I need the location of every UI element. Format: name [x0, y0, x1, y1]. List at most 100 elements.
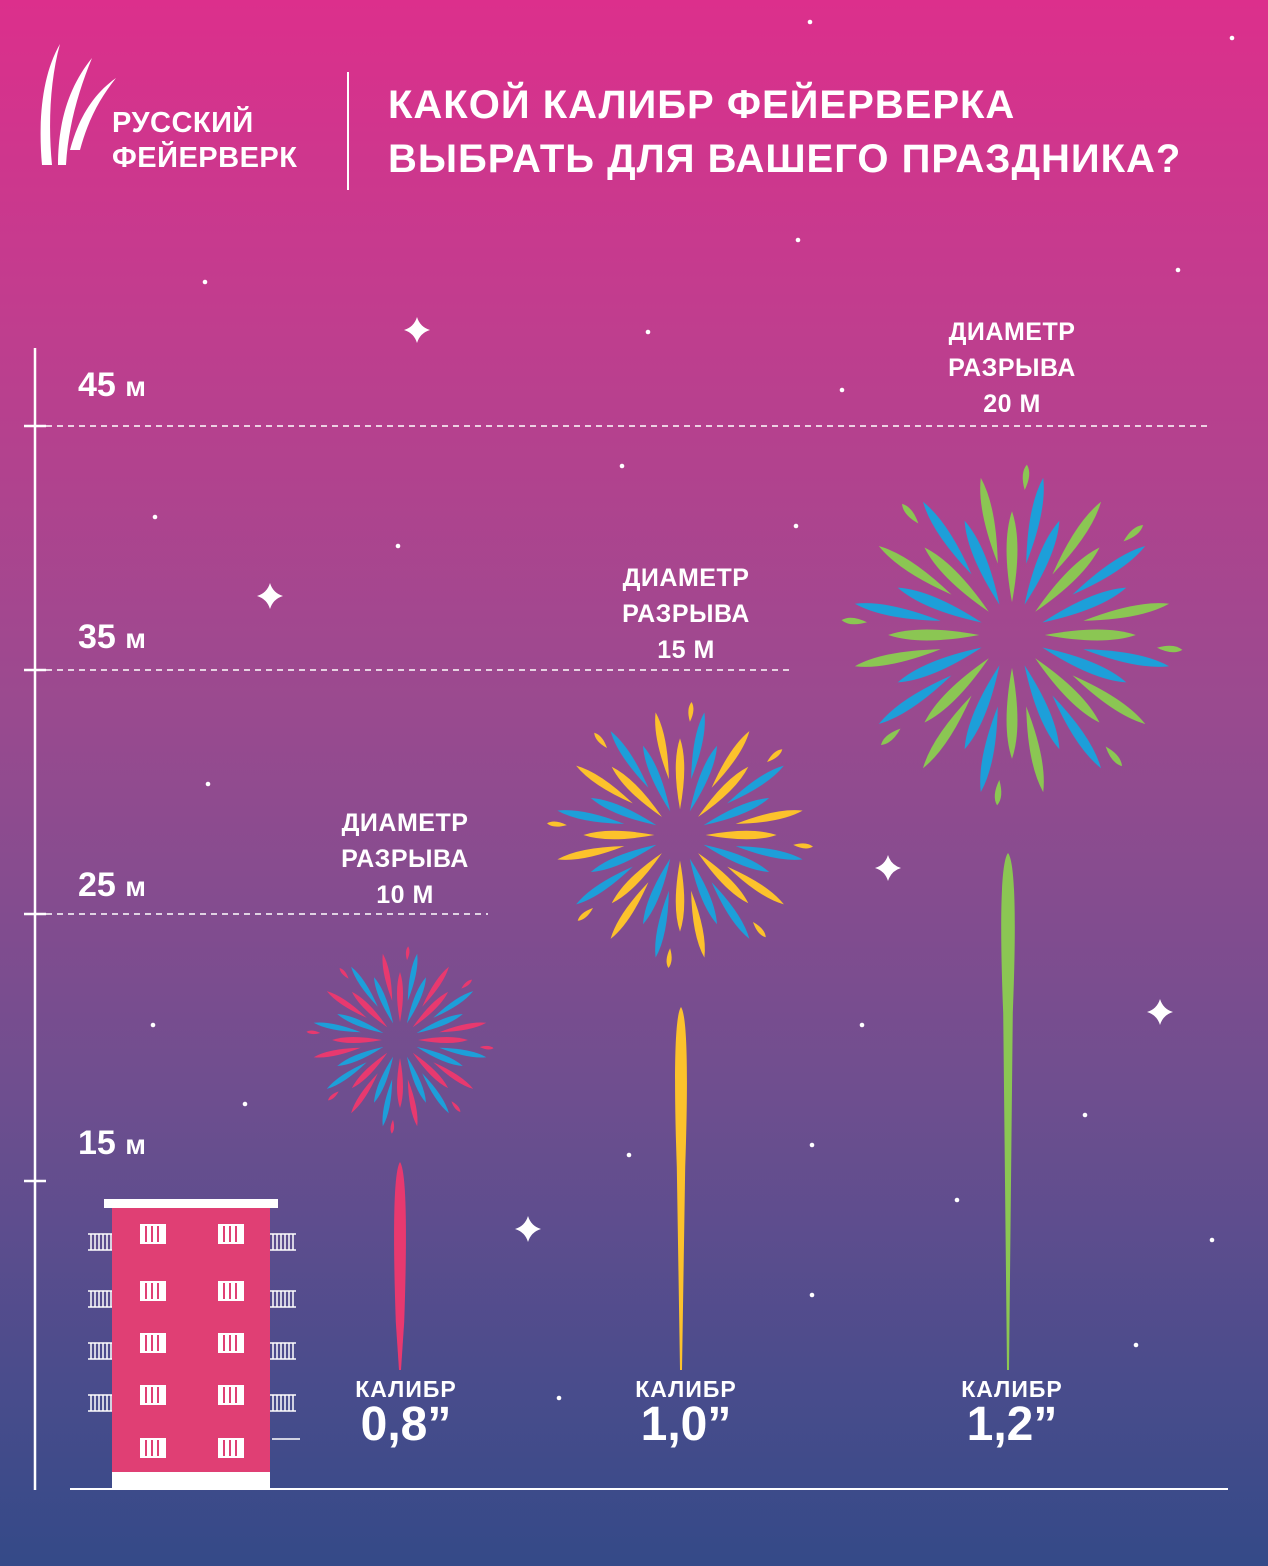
- burst-petal: [339, 968, 349, 979]
- burst-petal: [1072, 675, 1146, 724]
- burst-petal: [923, 695, 972, 769]
- height-unit: м: [125, 623, 146, 654]
- star-dot: [1175, 267, 1181, 273]
- star-dot: [556, 1395, 562, 1401]
- caliber-label-1: КАЛИБР 1,0”: [586, 1377, 786, 1449]
- balcony-icon: [270, 1233, 296, 1251]
- balcony-icon: [270, 1394, 296, 1412]
- burst-petal: [610, 731, 649, 788]
- burst-petal: [711, 882, 750, 939]
- burst-petal: [643, 858, 671, 925]
- burst-petal: [841, 617, 867, 625]
- burst-petal: [793, 843, 813, 849]
- burst-petal: [688, 702, 694, 722]
- burst-petal: [711, 731, 750, 788]
- caliber-value: 1,2”: [966, 1398, 1058, 1451]
- burst-petal: [382, 953, 393, 1001]
- burst-petal: [583, 830, 655, 840]
- burst-petal: [655, 890, 669, 958]
- burst-petal: [924, 547, 989, 612]
- burst-petal: [326, 991, 367, 1018]
- sparkle-icon: [875, 855, 901, 881]
- burst-petal: [557, 846, 625, 860]
- star-dot: [795, 237, 801, 243]
- burst-petal: [698, 766, 749, 817]
- caliber-caption: КАЛИБР: [355, 1376, 457, 1402]
- burst-petal: [337, 1014, 384, 1034]
- diam-line: РАЗРЫВА: [948, 354, 1076, 382]
- star-dot: [202, 279, 208, 285]
- burst-petal: [980, 477, 998, 564]
- diam-line: РАЗРЫВА: [622, 600, 750, 628]
- burst-petal: [666, 948, 672, 968]
- burst-petal: [351, 991, 388, 1028]
- height-value: 25: [78, 866, 116, 904]
- burst-petal: [1044, 629, 1136, 641]
- burst-diameter-label-0: ДИАМЕТР РАЗРЫВА 10 М: [305, 805, 505, 913]
- burst-petal: [422, 1073, 449, 1114]
- star-dot: [1133, 1342, 1139, 1348]
- burst-petal: [735, 846, 803, 860]
- burst-petal: [705, 830, 777, 840]
- burst-petal: [1026, 706, 1044, 793]
- burst-petal: [1024, 665, 1060, 750]
- burst-petal: [980, 706, 998, 793]
- star-dot: [954, 1197, 960, 1203]
- burst-petal: [433, 991, 474, 1018]
- burst-petal: [691, 890, 705, 958]
- brand-line-1: РУССКИЙ: [112, 107, 254, 139]
- firework-trail-1: [675, 1007, 687, 1370]
- burst-petal: [643, 745, 671, 812]
- burst-petal: [313, 1047, 361, 1058]
- burst-petal: [611, 853, 662, 904]
- burst-petal: [306, 1030, 321, 1035]
- burst-petal: [924, 658, 989, 723]
- burst-petal: [374, 1056, 394, 1103]
- balcony-icon: [270, 1342, 296, 1360]
- burst-petal: [703, 798, 770, 826]
- burst-petal: [923, 501, 972, 575]
- window-icon: [140, 1385, 166, 1405]
- burst-petal: [1042, 647, 1127, 683]
- title-line-2: ВЫБРАТЬ ДЛЯ ВАШЕГО ПРАЗДНИКА?: [388, 137, 1182, 181]
- balcony-icon: [88, 1290, 112, 1308]
- burst-petal: [888, 629, 980, 641]
- burst-petal: [594, 732, 607, 748]
- burst-petal: [1006, 511, 1018, 603]
- height-label-25: 25 м: [78, 866, 146, 905]
- burst-petal: [689, 745, 717, 812]
- burst-petal: [405, 946, 410, 961]
- burst-petal: [689, 858, 717, 925]
- burst-petal: [1052, 695, 1101, 769]
- height-guides: [46, 425, 1212, 915]
- star-dot: [150, 1022, 156, 1028]
- logo-icon: [40, 44, 116, 165]
- star-dot: [645, 329, 651, 335]
- burst-petal: [964, 520, 1000, 605]
- window-icon: [140, 1281, 166, 1301]
- burst-petal: [416, 1046, 463, 1066]
- burst-petal: [902, 503, 919, 524]
- burst-petal: [735, 810, 803, 824]
- sparkle-icon: [1147, 999, 1173, 1025]
- burst-petal: [611, 766, 662, 817]
- burst-petal: [382, 1079, 393, 1127]
- diam-value: 20 М: [983, 390, 1041, 418]
- window-icon: [218, 1281, 244, 1301]
- burst-petal: [418, 1037, 468, 1043]
- page-title: КАКОЙ КАЛИБР ФЕЙЕРВЕРКА ВЫБРАТЬ ДЛЯ ВАШЕ…: [388, 78, 1181, 186]
- star-dot: [242, 1101, 248, 1107]
- height-value: 45: [78, 366, 116, 404]
- burst-petal: [412, 1052, 449, 1089]
- burst-petal: [406, 1056, 426, 1103]
- diam-value: 10 М: [376, 881, 434, 909]
- star-dot: [809, 1142, 815, 1148]
- burst-petal: [337, 1046, 384, 1066]
- burst-petal: [374, 977, 394, 1024]
- burst-petal: [451, 1101, 461, 1112]
- burst-petal: [351, 966, 378, 1007]
- balcony-icon: [88, 1233, 112, 1251]
- burst-petal: [878, 675, 952, 724]
- burst-petal: [1157, 645, 1183, 653]
- diam-line: ДИАМЕТР: [948, 318, 1076, 346]
